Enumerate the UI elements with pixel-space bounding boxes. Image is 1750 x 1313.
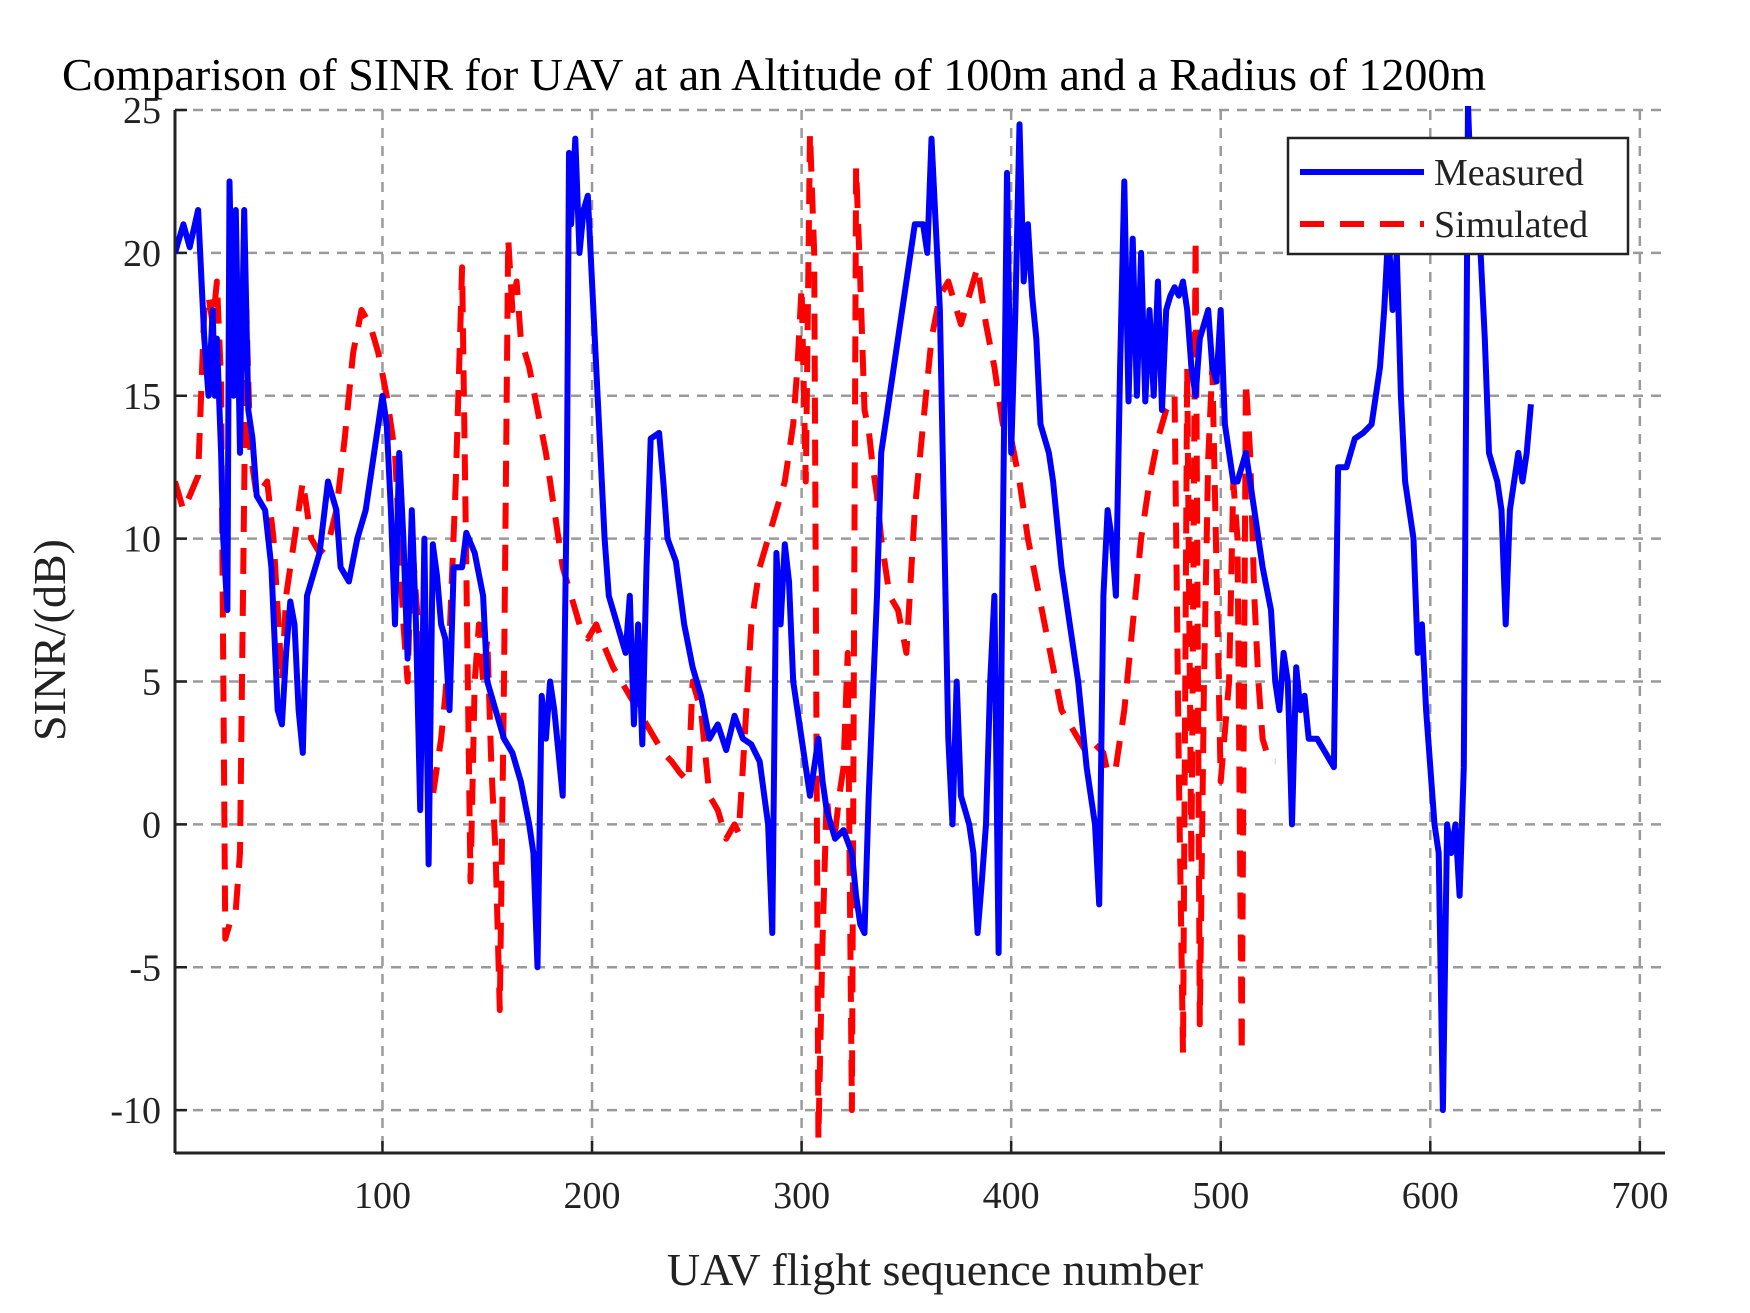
legend: Measured Simulated: [1286, 136, 1630, 256]
x-tick-label: 400: [983, 1175, 1040, 1217]
chart-title: Comparison of SINR for UAV at an Altitud…: [62, 49, 1486, 100]
y-tick-label: 0: [142, 804, 161, 846]
x-tick-label: 100: [354, 1175, 411, 1217]
x-tick-label: 300: [773, 1175, 830, 1217]
x-tick-label: 700: [1611, 1175, 1668, 1217]
series-line-simulated: [175, 129, 1276, 1142]
x-tick-label: 500: [1192, 1175, 1249, 1217]
y-tick-label: -10: [110, 1090, 161, 1132]
y-tick-label: 5: [142, 662, 161, 704]
x-ticks: 100 200 300 400 500 600 700: [354, 1141, 1668, 1217]
legend-box: [1286, 136, 1630, 256]
x-tick-label: 200: [564, 1175, 621, 1217]
y-tick-label: 10: [123, 519, 161, 561]
y-ticks: -10 -5 0 5 10 15 20 25: [110, 90, 187, 1132]
axes: [173, 110, 1665, 1155]
legend-label-simulated: Simulated: [1434, 204, 1588, 246]
y-tick-label: 25: [123, 90, 161, 132]
y-axis-label: SINR/(dB): [24, 539, 75, 741]
x-axis-label: UAV flight sequence number: [667, 1244, 1203, 1295]
grid-lines: [175, 108, 1665, 1153]
series-line-measured: [175, 106, 1534, 1114]
x-tick-label: 600: [1402, 1175, 1459, 1217]
legend-label-measured: Measured: [1434, 152, 1584, 194]
plot-area: [175, 106, 1534, 1142]
y-tick-label: -5: [129, 947, 161, 989]
y-tick-label: 15: [123, 376, 161, 418]
y-tick-label: 20: [123, 233, 161, 275]
